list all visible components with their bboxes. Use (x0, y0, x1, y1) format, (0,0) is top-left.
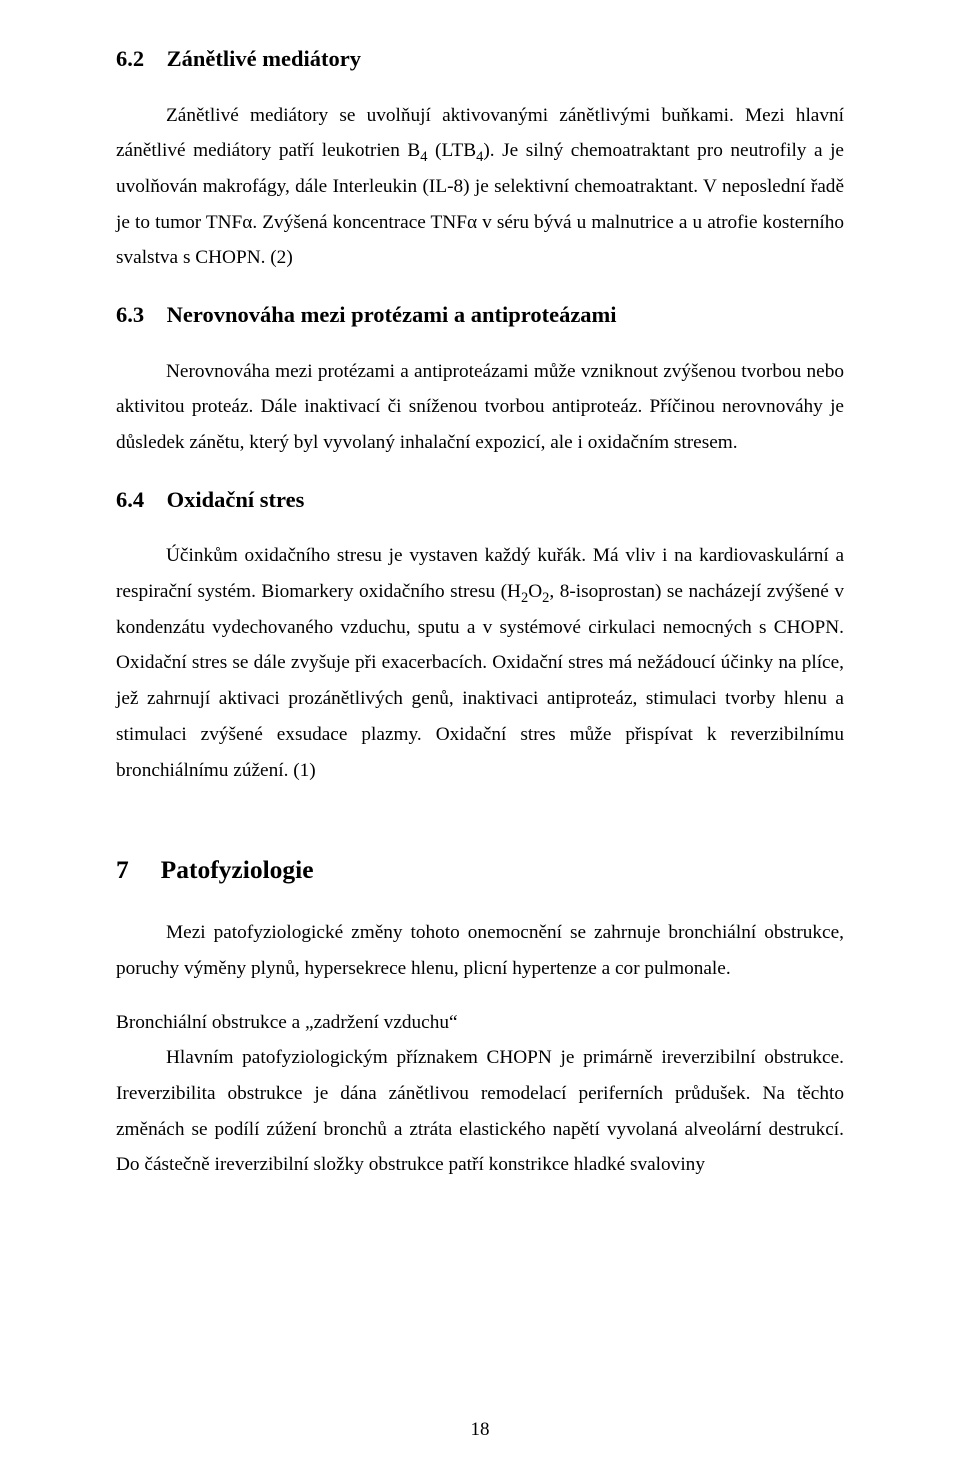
para-6-3-1: Nerovnováha mezi protézami a antiproteáz… (116, 354, 844, 461)
heading-text: Nerovnováha mezi protézami a antiproteáz… (167, 302, 617, 327)
heading-number: 6.2 (116, 46, 144, 71)
heading-text: Oxidační stres (167, 487, 305, 512)
subheading-7-a: Bronchiální obstrukce a „zadržení vzduch… (116, 1005, 844, 1041)
para-6-2-1: Zánětlivé mediátory se uvolňují aktivova… (116, 98, 844, 276)
page-number: 18 (0, 1412, 960, 1447)
para-7-2: Hlavním patofyziologickým příznakem CHOP… (116, 1040, 844, 1183)
heading-number: 6.3 (116, 302, 144, 327)
para-7-1: Mezi patofyziologické změny tohoto onemo… (116, 915, 844, 986)
heading-number: 6.4 (116, 487, 144, 512)
document-page: 6.2 Zánětlivé mediátory Zánětlivé mediát… (0, 0, 960, 1463)
heading-text: Patofyziologie (161, 855, 314, 884)
heading-text: Zánětlivé mediátory (167, 46, 361, 71)
heading-number: 7 (116, 855, 129, 884)
heading-6-4: 6.4 Oxidační stres (116, 479, 844, 521)
para-6-4-1: Účinkům oxidačního stresu je vystaven ka… (116, 538, 844, 788)
heading-6-3: 6.3 Nerovnováha mezi protézami a antipro… (116, 294, 844, 336)
heading-6-2: 6.2 Zánětlivé mediátory (116, 38, 844, 80)
heading-7: 7 Patofyziologie (116, 846, 844, 893)
